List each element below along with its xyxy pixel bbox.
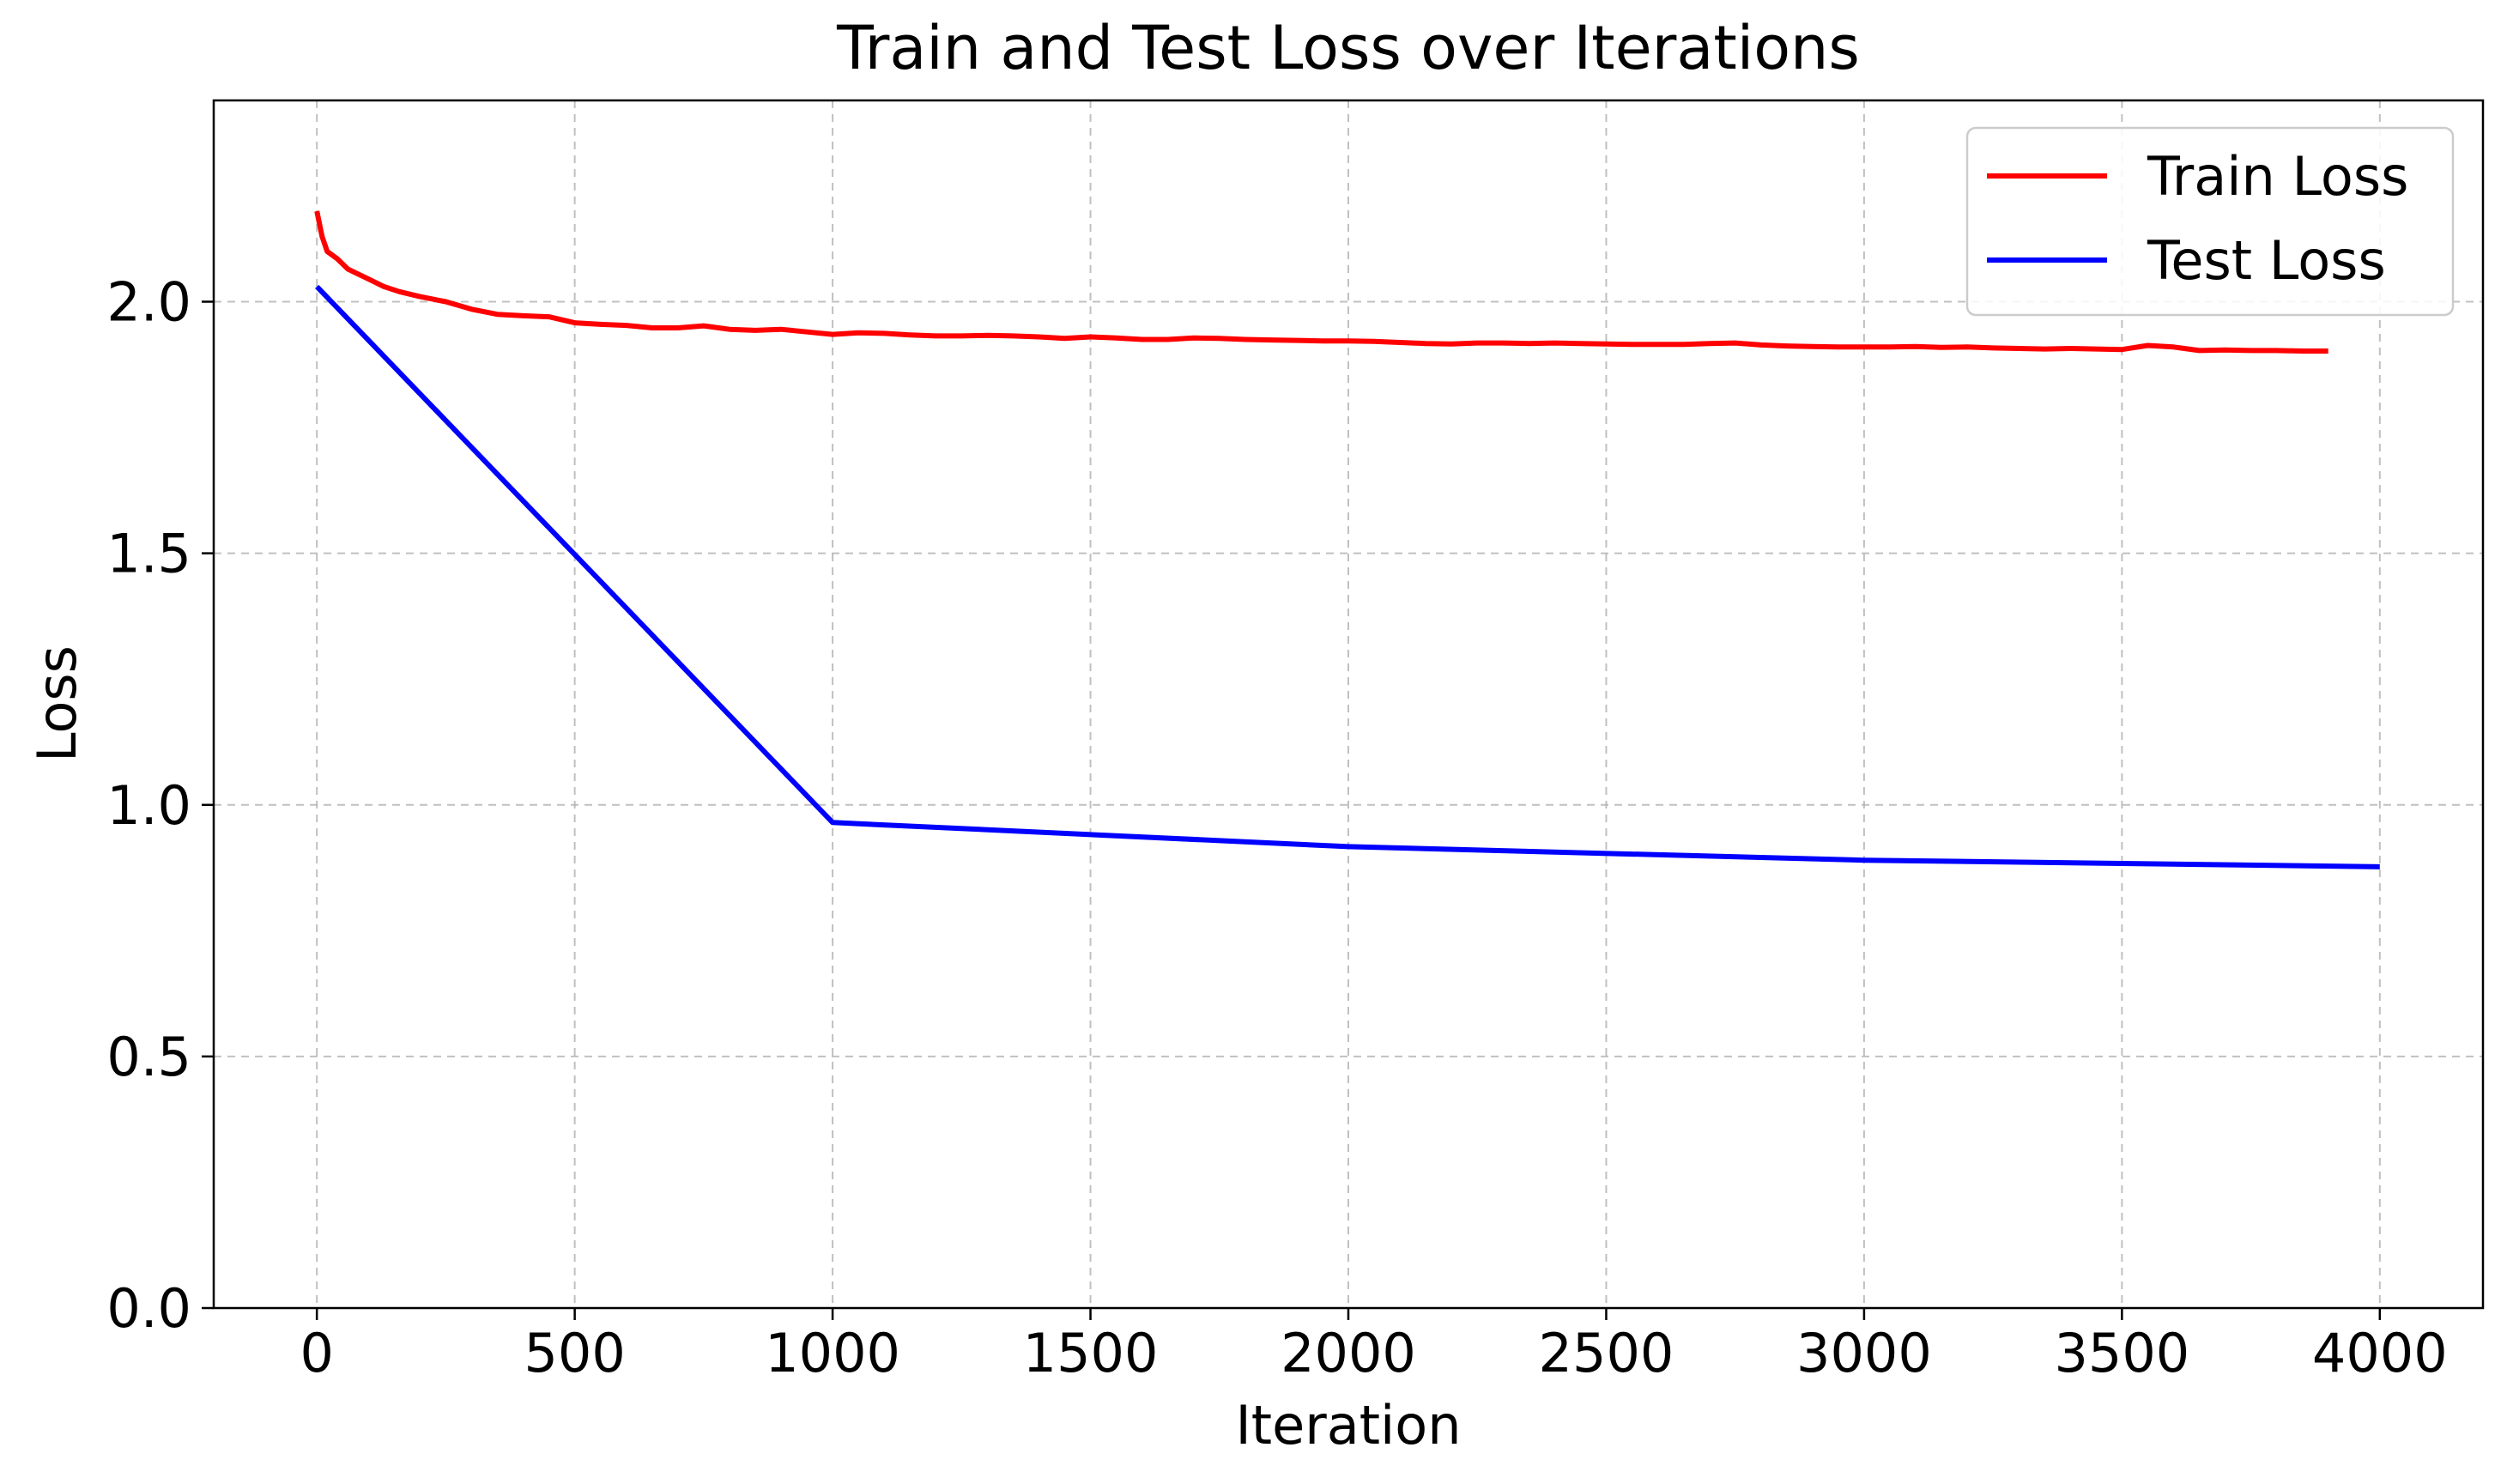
series-line-train-loss [314,210,2328,354]
x-tick-label: 0 [300,1322,333,1384]
y-tick-label: 1.5 [106,523,191,585]
x-axis-ticks: 0 500 1000 1500 2000 2500 3000 3500 4000 [300,1308,2448,1384]
series-line-test-loss [315,284,2380,869]
chart-title: Train and Test Loss over Iterations [836,13,1860,83]
plot-series [314,210,2380,869]
x-tick-label: 3000 [1796,1322,1932,1384]
x-tick-label: 3500 [2054,1322,2189,1384]
x-tick-label: 2500 [1539,1322,1674,1384]
y-axis-label: Loss [26,645,88,762]
x-tick-label: 2000 [1281,1322,1416,1384]
x-axis-label: Iteration [1236,1394,1462,1457]
legend-label-train-loss: Train Loss [2147,145,2408,208]
y-tick-label: 1.0 [106,774,191,837]
x-tick-label: 4000 [2312,1322,2448,1384]
legend: Train Loss Test Loss [1965,126,2455,317]
x-tick-label: 1000 [765,1322,900,1384]
x-tick-label: 1500 [1023,1322,1159,1384]
y-tick-label: 2.0 [106,271,191,334]
y-tick-label: 0.5 [106,1026,191,1088]
x-tick-label: 500 [524,1322,625,1384]
y-axis-ticks: 0.0 0.5 1.0 1.5 2.0 [106,271,214,1340]
legend-label-test-loss: Test Loss [2147,229,2386,292]
y-tick-label: 0.0 [106,1277,191,1340]
